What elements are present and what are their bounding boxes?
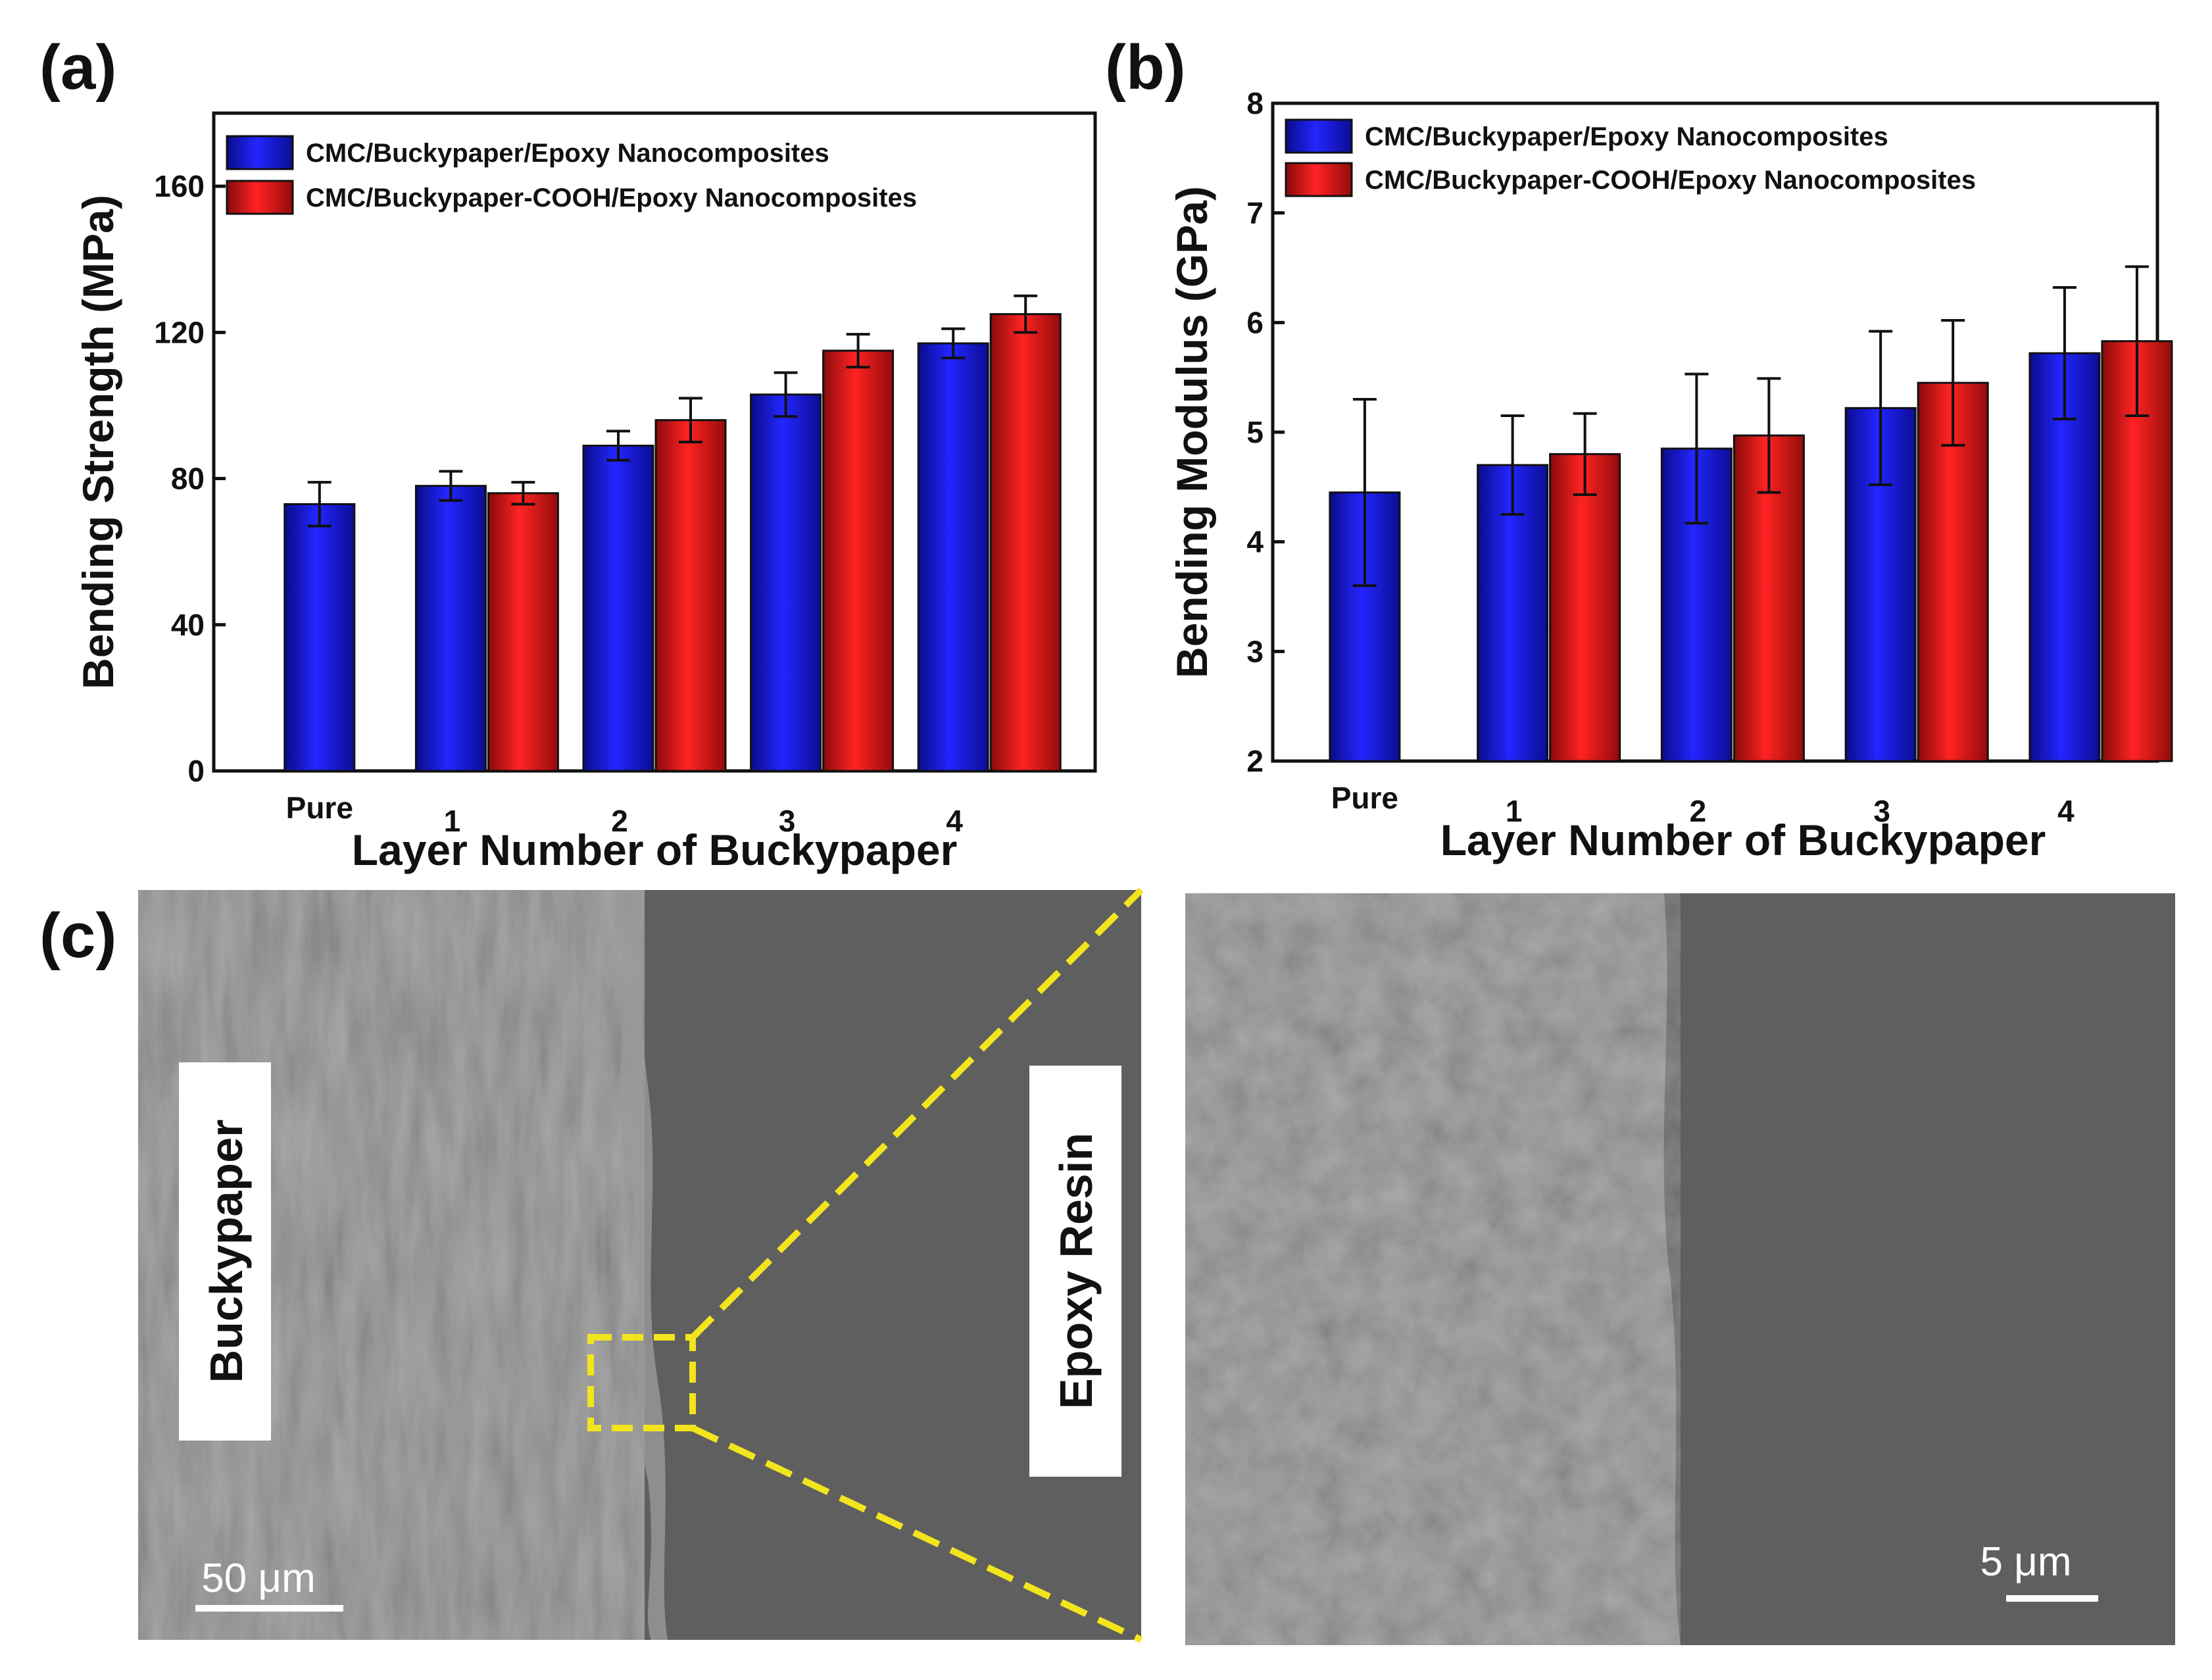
- y-ticks-b: 2 3 4 5 6 7 8: [1246, 86, 1285, 778]
- bars-b: [1329, 265, 2173, 762]
- x-tick-label: 2: [1690, 794, 1707, 828]
- bar-blue-1: [414, 485, 487, 772]
- x-tick-label: Pure: [1331, 781, 1398, 815]
- x-axis-title-a: Layer Number of Buckypaper: [352, 826, 958, 874]
- y-tick-label: 3: [1246, 634, 1264, 668]
- y-tick-label: 120: [154, 315, 205, 349]
- y-axis-title-a: Bending Strength (MPa): [74, 195, 122, 689]
- panel-c: (c) Buckypaper Epoxy Resin 50 μm: [39, 887, 2175, 1645]
- scale-bar-label-left: 50 μm: [201, 1556, 316, 1601]
- scale-bar-left: [195, 1605, 343, 1612]
- bar-blue-2: [582, 445, 654, 772]
- scale-bar-right: [2006, 1595, 2098, 1602]
- legend-label-red-b: CMC/Buckypaper-COOH/Epoxy Nanocomposites: [1365, 166, 1976, 195]
- y-tick-label: 6: [1246, 305, 1264, 339]
- y-tick-label: 5: [1246, 415, 1264, 449]
- y-tick-label: 7: [1246, 196, 1264, 230]
- chart-b: (b) 2 3 4 5 6 7 8 Pure 1 2 3 4 CMC/Buckypaper/Epox…: [1105, 32, 2173, 864]
- legend-b: CMC/Buckypaper/Epoxy Nanocomposites CMC/…: [1285, 118, 1976, 197]
- plot-frame-a: [212, 111, 1097, 773]
- legend-swatch-blue-a: [226, 135, 294, 170]
- zoom-box: [587, 1334, 696, 1431]
- bar-red-3: [822, 349, 895, 772]
- y-tick-label: 160: [154, 169, 205, 203]
- x-tick-label: 3: [779, 804, 796, 838]
- x-tick-label: 2: [611, 804, 628, 838]
- y-axis-title-b: Bending Modulus (GPa): [1167, 186, 1216, 678]
- panel-label-b: (b): [1105, 32, 1186, 103]
- sem-label-epoxy-resin: Epoxy Resin: [1050, 1133, 1102, 1409]
- sem-label-buckypaper: Buckypaper: [201, 1120, 252, 1383]
- legend-a: CMC/Buckypaper/Epoxy Nanocomposites CMC/…: [226, 135, 917, 215]
- bar-blue-4: [917, 342, 989, 772]
- x-tick-label: 1: [444, 804, 461, 838]
- legend-swatch-blue-b: [1285, 118, 1353, 154]
- sem-image-left: Buckypaper Epoxy Resin 50 μm: [138, 887, 1144, 1643]
- bar-blue-Pure: [283, 503, 356, 772]
- y-tick-label: 0: [187, 754, 205, 788]
- chart-a: (a) 0 40 80 120 160 Pure 1 2 3 4 CMC/Buckypaper/…: [39, 32, 1097, 874]
- zoom-line-bottom: [691, 1425, 1143, 1643]
- legend-swatch-red-a: [226, 180, 294, 215]
- x-tick-label: 4: [2057, 794, 2075, 828]
- legend-label-red-a: CMC/Buckypaper-COOH/Epoxy Nanocomposites: [306, 184, 917, 212]
- bar-red-1: [487, 492, 559, 772]
- zoom-line-top: [690, 887, 1144, 1340]
- y-tick-label: 40: [171, 608, 205, 642]
- x-axis-title-b: Layer Number of Buckypaper: [1440, 816, 2046, 864]
- panel-label-a: (a): [39, 32, 116, 103]
- y-ticks-a: 0 40 80 120 160: [154, 169, 226, 788]
- y-tick-label: 2: [1246, 744, 1264, 778]
- legend-label-blue-a: CMC/Buckypaper/Epoxy Nanocomposites: [306, 139, 829, 168]
- y-tick-label: 80: [171, 462, 205, 496]
- bar-red-2: [654, 419, 727, 772]
- bars-a: [283, 294, 1062, 772]
- x-tick-label: 1: [1506, 794, 1523, 828]
- bar-red-4: [989, 313, 1062, 772]
- scale-bar-label-right: 5 μm: [1980, 1539, 2071, 1585]
- bar-blue-3: [750, 393, 822, 772]
- y-tick-label: 8: [1246, 86, 1264, 120]
- x-tick-label: 4: [946, 804, 963, 838]
- legend-swatch-red-b: [1285, 162, 1353, 197]
- y-tick-label: 4: [1246, 525, 1264, 559]
- x-ticks-a: Pure 1 2 3 4: [286, 791, 964, 838]
- legend-label-blue-b: CMC/Buckypaper/Epoxy Nanocomposites: [1365, 122, 1888, 151]
- panel-label-c: (c): [39, 901, 116, 971]
- sem-image-right: 5 μm: [1185, 893, 2175, 1645]
- x-tick-label: 3: [1873, 794, 1890, 828]
- x-tick-label: Pure: [286, 791, 353, 825]
- bar-red-1: [1549, 453, 1621, 762]
- x-ticks-b: Pure 1 2 3 4: [1331, 781, 2075, 828]
